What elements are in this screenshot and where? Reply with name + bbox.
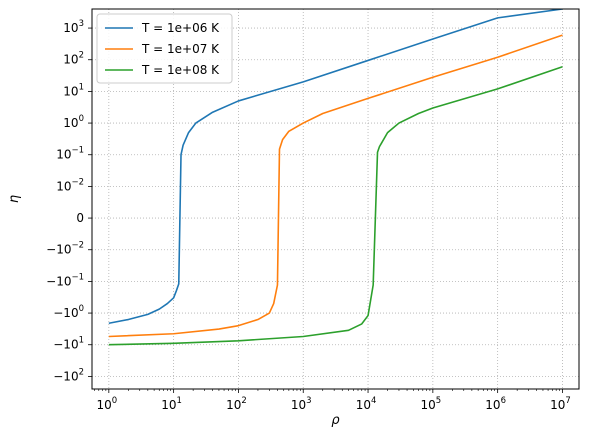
y-tick-label: 102 [63, 51, 84, 67]
y-tick-label: −101 [53, 336, 84, 352]
y-tick-label: −10−1 [46, 272, 84, 288]
x-tick-label: 101 [161, 396, 182, 412]
x-tick-label: 100 [96, 396, 117, 412]
series-lines [108, 9, 563, 346]
legend-entry-3: T = 1e+08 K [141, 63, 220, 77]
series-line-2 [108, 34, 563, 338]
x-axis-ticks: 100 101 102 103 104 105 106 107 [94, 389, 571, 412]
x-tick-label: 106 [485, 396, 506, 412]
y-tick-label: 100 [63, 114, 84, 130]
y-tick-label: 10−2 [56, 177, 84, 193]
x-tick-label: 105 [420, 396, 441, 412]
y-tick-label: −10−2 [46, 241, 84, 257]
x-axis-label: ρ [331, 413, 340, 428]
legend-box [96, 13, 233, 84]
y-tick-label: 0 [76, 211, 84, 225]
plot-frame [91, 8, 580, 390]
y-tick-label: 103 [63, 19, 84, 35]
series-line-1 [108, 9, 563, 325]
y-tick-label: 101 [63, 82, 84, 98]
series-line-3 [108, 66, 563, 346]
legend-entry-1: T = 1e+06 K [141, 21, 220, 35]
x-tick-label: 103 [291, 396, 312, 412]
y-tick-label: −100 [53, 304, 84, 320]
legend-entry-2: T = 1e+07 K [141, 42, 220, 56]
y-tick-label: −102 [53, 367, 84, 383]
legend: T = 1e+06 K T = 1e+07 K T = 1e+08 K [96, 13, 233, 84]
x-tick-label: 107 [550, 396, 571, 412]
y-axis-label: η [7, 195, 22, 203]
y-tick-label: 10−1 [56, 146, 84, 162]
y-axis-ticks: 103 102 101 100 10−1 10−2 0 −10−2 −10−1 −100 −101 −… [46, 19, 92, 383]
x-tick-label: 104 [356, 396, 377, 412]
x-tick-label: 102 [226, 396, 247, 412]
